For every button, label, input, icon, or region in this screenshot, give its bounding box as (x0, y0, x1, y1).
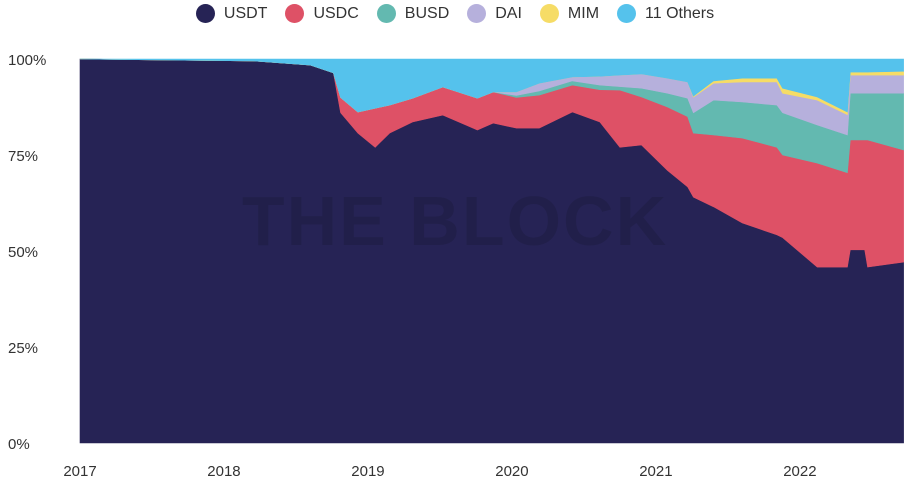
y-tick-label: 25% (8, 340, 38, 357)
y-tick-label: 50% (8, 244, 38, 261)
y-tick-label: 100% (8, 52, 46, 69)
legend-item-busd[interactable]: BUSD (376, 4, 450, 23)
y-tick-label: 0% (8, 436, 30, 453)
legend-label: USDC (313, 4, 359, 22)
legend-swatch (539, 4, 559, 23)
legend-swatch (617, 4, 637, 23)
legend-item-mim[interactable]: MIM (539, 4, 600, 23)
legend-swatch (467, 4, 487, 23)
legend-item-11-others[interactable]: 11 Others (617, 4, 714, 23)
x-tick-label: 2020 (495, 463, 528, 480)
watermark: THE BLOCK (242, 182, 668, 260)
y-tick-label: 75% (8, 148, 38, 165)
legend-label: 11 Others (645, 4, 715, 22)
x-tick-label: 2017 (63, 463, 96, 480)
x-tick-label: 2022 (783, 463, 816, 480)
legend-item-dai[interactable]: DAI (467, 4, 522, 23)
legend: USDT USDC BUSD DAI MIM 11 Others (0, 4, 910, 23)
area-11-others (79, 58, 904, 113)
legend-item-usdt[interactable]: USDT (195, 4, 268, 23)
x-tick-label: 2021 (639, 463, 672, 480)
x-tick-label: 2019 (351, 463, 384, 480)
legend-label: BUSD (404, 4, 450, 22)
legend-label: USDT (223, 4, 268, 22)
legend-swatch (195, 4, 215, 23)
legend-label: DAI (495, 4, 522, 22)
legend-label: MIM (567, 4, 600, 22)
legend-swatch (376, 4, 396, 23)
legend-item-usdc[interactable]: USDC (285, 4, 359, 23)
legend-swatch (285, 4, 305, 23)
x-tick-label: 2018 (207, 463, 240, 480)
